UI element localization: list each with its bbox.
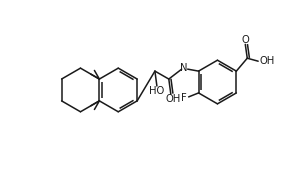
Text: HO: HO	[149, 86, 165, 96]
Text: N: N	[180, 63, 188, 73]
Text: O: O	[241, 35, 249, 45]
Text: F: F	[181, 93, 187, 103]
Text: OH: OH	[259, 56, 275, 66]
Text: OH: OH	[165, 94, 180, 104]
